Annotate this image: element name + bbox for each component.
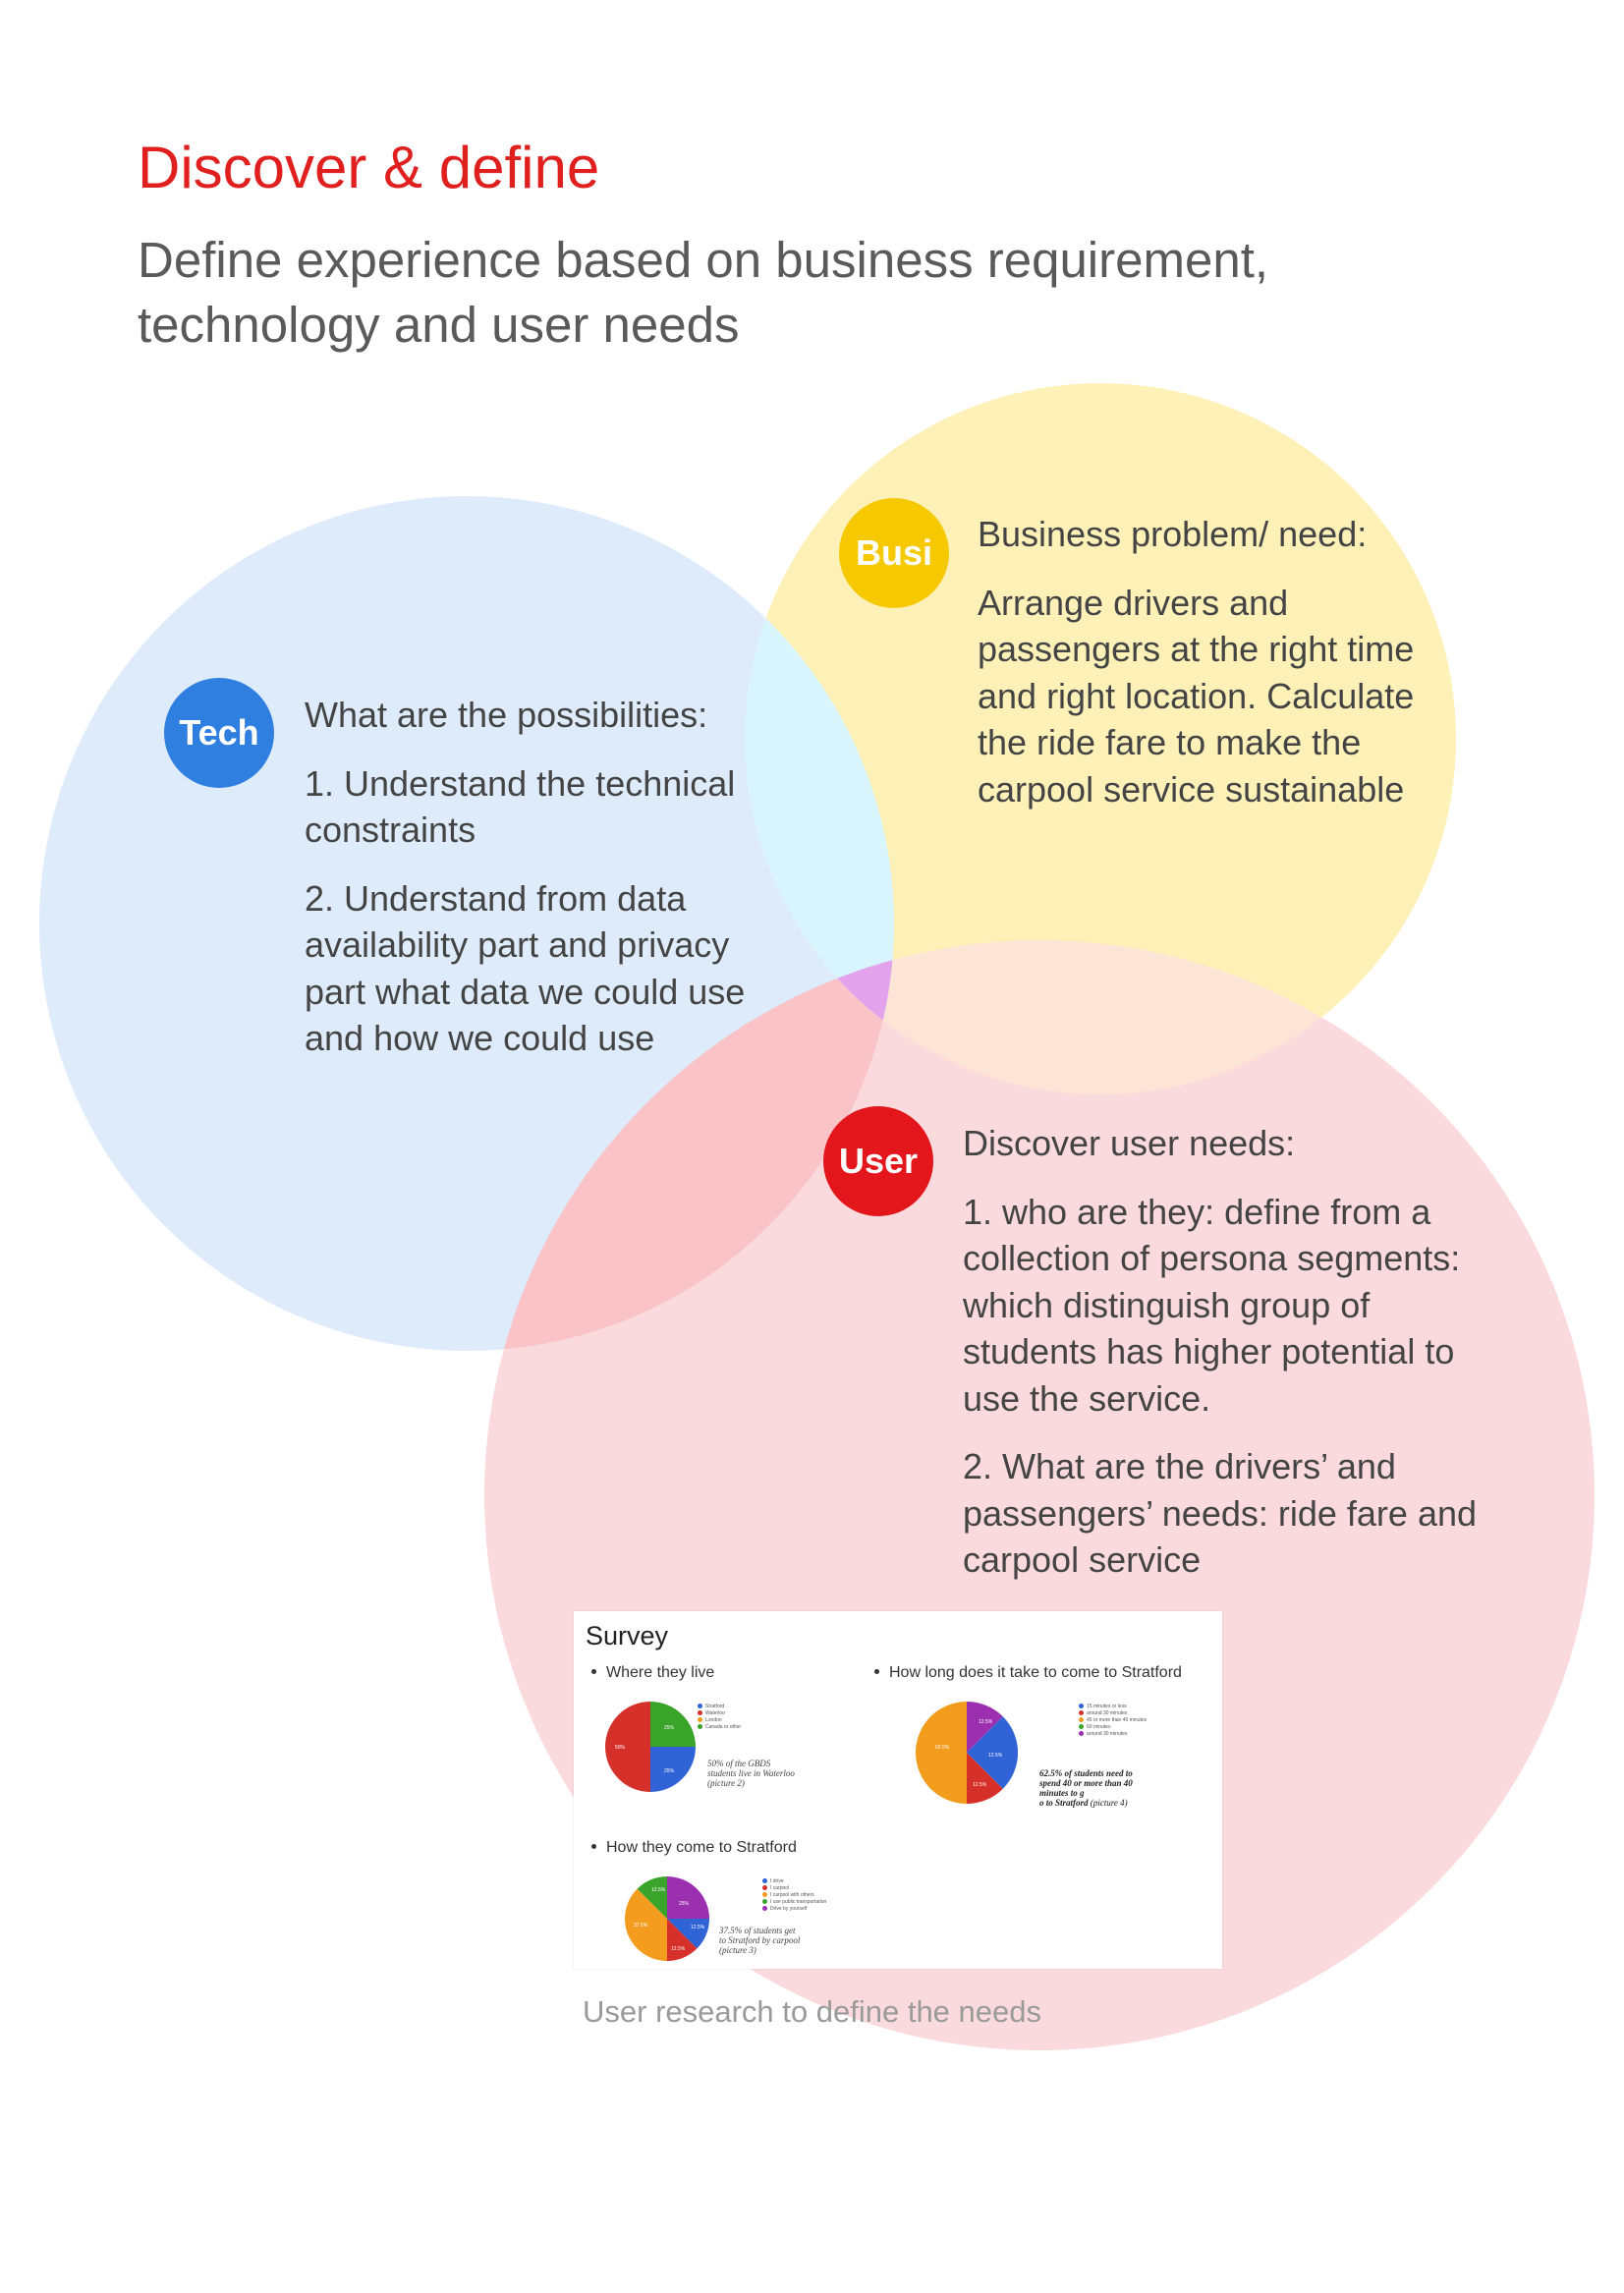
pie2-slice-blue (967, 1716, 1018, 1789)
tech-badge: Tech (164, 678, 274, 788)
page-subtitle: Define experience based on business requ… (138, 232, 1269, 353)
survey-question-1-label: Where they live (606, 1664, 715, 1681)
survey-caption: User research to define the needs (583, 1994, 1041, 2029)
survey-question-3-label: How they come to Stratford (606, 1839, 797, 1856)
tech-item-2: 2. Understand from data availability par… (305, 877, 746, 1059)
pie2-slice-orange (916, 1702, 967, 1804)
pie3-slice-blue (667, 1919, 709, 1949)
survey-question-1: Where they live (586, 1664, 714, 1682)
legend-item: London (698, 1717, 741, 1724)
pie3-label-5: 37.5% (634, 1923, 648, 1929)
legend-item: 15 minutes or less (1079, 1704, 1147, 1710)
pie3-label-4: 12.5% (671, 1946, 686, 1952)
legend-item: Stratford (698, 1704, 741, 1710)
pie1-label-1: 25% (664, 1725, 675, 1731)
user-badge: User (823, 1106, 933, 1216)
pie3-legend: I drive I carpool I carpool with others … (762, 1878, 826, 1913)
legend-item: around 30 minutes (1079, 1731, 1147, 1738)
legend-item: around 30 minutes (1079, 1710, 1147, 1717)
survey-question-2: How long does it take to come to Stratfo… (868, 1664, 1182, 1682)
pie3-slice-red (667, 1919, 698, 1961)
bullet-icon (591, 1669, 596, 1674)
business-body: Arrange drivers and passengers at the ri… (978, 582, 1415, 810)
legend-item: Waterloo (698, 1710, 741, 1717)
pie1-label-2: 50% (615, 1745, 626, 1751)
pie3-slice-orange (625, 1888, 667, 1961)
pie3-label-3: 12.5% (691, 1925, 705, 1930)
tech-text-block: What are the possibilities: 1. Understan… (305, 692, 756, 1084)
pie-commute-time: 62.5% 12.5% 12.5% 12.5% (916, 1702, 1018, 1804)
user-item-2: 2. What are the drivers’ and passengers’… (963, 1446, 1478, 1580)
pie2-label-2: 12.5% (979, 1719, 993, 1725)
legend-item: I carpool (762, 1885, 826, 1892)
legend-item: 60 minutes (1079, 1724, 1147, 1731)
pie2-label-3: 12.5% (988, 1753, 1003, 1759)
legend-item: Canada or other (698, 1724, 741, 1731)
pie3-label-2: 25% (679, 1901, 690, 1907)
page-title: Discover & define (138, 135, 600, 200)
pie1-label-3: 25% (664, 1768, 675, 1774)
pie2-slice-purple (967, 1702, 1003, 1753)
legend-item: I drive (762, 1878, 826, 1885)
pie-transport-mode: 12.5% 25% 12.5% 12.5% 37.5% (625, 1876, 709, 1961)
survey-question-2-label: How long does it take to come to Stratfo… (889, 1664, 1182, 1681)
pie1-slice-blue (650, 1747, 696, 1792)
pie3-note: 37.5% of students get to Stratford by ca… (719, 1926, 801, 1955)
legend-item: I carpool with others (762, 1892, 826, 1899)
pie1-legend: Stratford Waterloo London Canada or othe… (698, 1704, 741, 1731)
survey-image: Survey Where they live How long does it … (574, 1611, 1222, 1969)
pie1-slice-green (650, 1702, 696, 1747)
pie3-slice-green (637, 1876, 667, 1919)
pie3-slice-purple (667, 1876, 709, 1919)
pie2-label-1: 62.5% (935, 1745, 950, 1751)
user-text-block: Discover user needs: 1. who are they: de… (963, 1120, 1484, 1605)
legend-item: Drive by yourself (762, 1906, 826, 1913)
pie3-label-1: 12.5% (651, 1887, 666, 1893)
tech-user-overlap (484, 940, 894, 1351)
pie2-legend: 15 minutes or less around 30 minutes 45 … (1079, 1704, 1147, 1738)
tech-heading: What are the possibilities: (305, 695, 708, 735)
user-item-1: 1. who are they: define from a collectio… (963, 1191, 1461, 1419)
survey-question-3: How they come to Stratford (586, 1839, 797, 1857)
legend-item: 45 or more than 40 minutes (1079, 1717, 1147, 1724)
user-heading: Discover user needs: (963, 1123, 1296, 1163)
business-text-block: Business problem/ need: Arrange drivers … (978, 511, 1469, 834)
pie2-slice-red (967, 1753, 1003, 1804)
survey-title: Survey (586, 1621, 669, 1650)
bullet-icon (874, 1669, 879, 1674)
pie2-note: 62.5% of students need to spend 40 or mo… (1039, 1768, 1133, 1808)
bullet-icon (591, 1844, 596, 1849)
pie1-note: 50% of the GBDS students live in Waterlo… (707, 1759, 795, 1788)
pie2-label-4: 12.5% (973, 1782, 987, 1788)
business-heading: Business problem/ need: (978, 514, 1368, 554)
business-badge: Busi (839, 498, 949, 608)
pie1-slice-red (605, 1702, 650, 1792)
legend-item: I use public transportation (762, 1899, 826, 1906)
tech-item-1: 1. Understand the technical constraints (305, 762, 736, 851)
pie-where-they-live: 25% 50% 25% (605, 1702, 696, 1792)
